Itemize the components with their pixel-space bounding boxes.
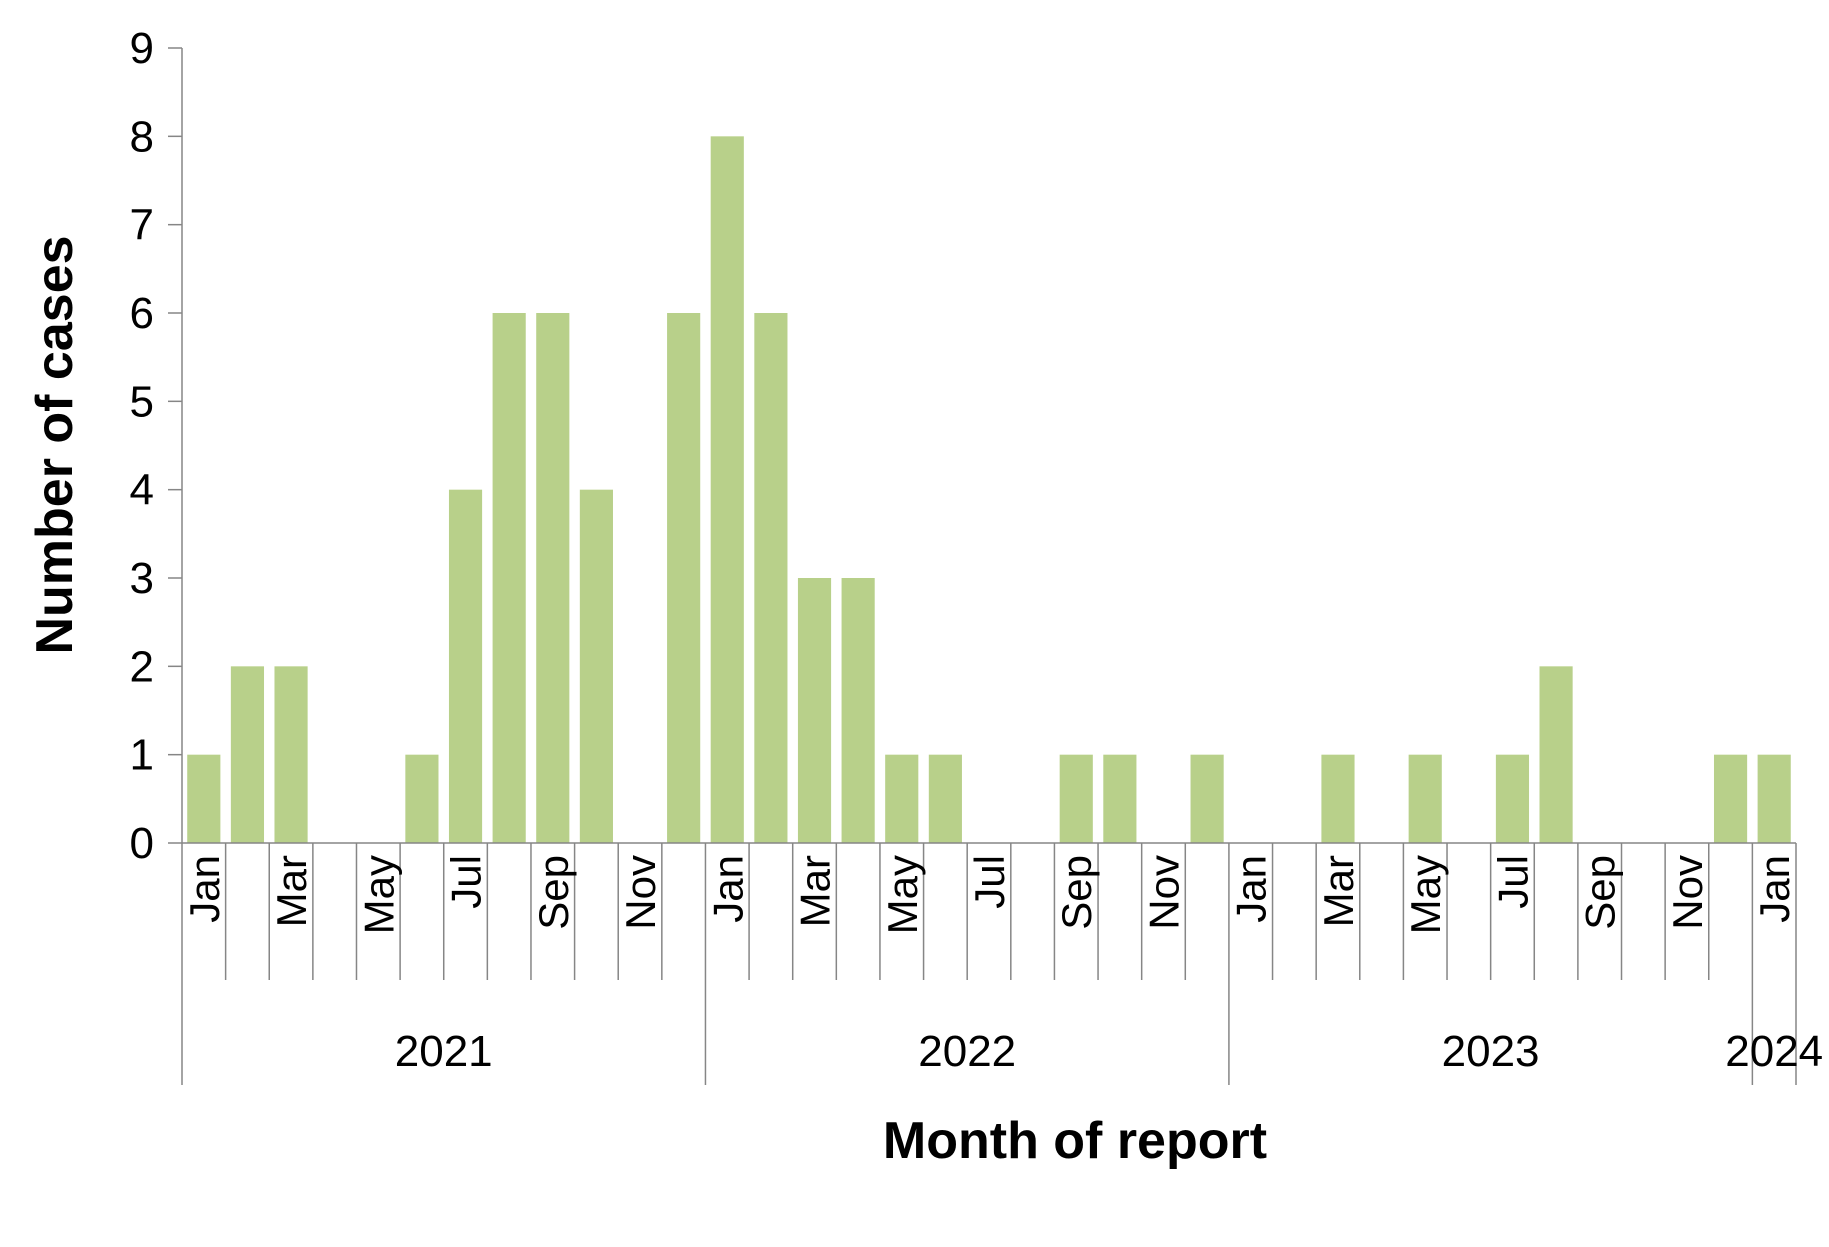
y-tick-label: 4 bbox=[130, 466, 154, 515]
x-month-label: Nov bbox=[1141, 855, 1188, 930]
x-month-label: May bbox=[355, 855, 402, 934]
x-month-label: May bbox=[1402, 855, 1449, 934]
y-tick-label: 8 bbox=[130, 112, 154, 161]
bar bbox=[1190, 754, 1224, 843]
x-month-label: Jan bbox=[1228, 855, 1275, 923]
x-year-label: 2022 bbox=[918, 1027, 1016, 1076]
bar bbox=[797, 578, 832, 843]
bar bbox=[1408, 754, 1442, 843]
bar bbox=[536, 313, 570, 843]
bar bbox=[274, 666, 308, 843]
bar bbox=[1321, 754, 1355, 843]
x-month-label: Nov bbox=[1664, 855, 1711, 930]
y-axis-title: Number of cases bbox=[26, 235, 84, 654]
x-month-label: Mar bbox=[1315, 855, 1362, 927]
bar bbox=[405, 754, 439, 843]
bar bbox=[841, 578, 875, 843]
x-axis: Jan Mar May Jul Sep Nov Jan Mar May Jul Sep Nov Jan M… bbox=[181, 842, 1823, 1085]
bar bbox=[1713, 754, 1748, 843]
y-tick-label: 9 bbox=[130, 24, 154, 73]
y-tick-label: 2 bbox=[130, 642, 154, 691]
bar bbox=[579, 489, 613, 843]
bar bbox=[1757, 754, 1791, 843]
y-tick-label: 5 bbox=[130, 377, 154, 426]
x-month-label: Jan bbox=[1751, 855, 1798, 923]
y-tick-label: 6 bbox=[130, 289, 154, 338]
x-month-label: Jan bbox=[181, 855, 228, 923]
bar bbox=[928, 754, 962, 843]
bar bbox=[885, 754, 919, 843]
x-month-label: Mar bbox=[268, 855, 315, 927]
bar bbox=[187, 754, 221, 843]
bar bbox=[1059, 754, 1093, 843]
x-axis-title: Month of report bbox=[883, 1112, 1267, 1170]
y-tick-label: 7 bbox=[130, 201, 154, 250]
x-month-label: Jan bbox=[704, 855, 751, 923]
bar bbox=[710, 136, 744, 843]
bar bbox=[1103, 754, 1137, 843]
x-year-label: 2023 bbox=[1442, 1027, 1540, 1076]
bar bbox=[667, 313, 701, 843]
y-axis: 0 1 2 3 4 5 6 7 8 9 bbox=[130, 24, 183, 868]
bar bbox=[754, 313, 788, 843]
bar bbox=[492, 313, 526, 843]
x-month-label: Nov bbox=[617, 855, 664, 930]
x-month-label: Sep bbox=[530, 855, 577, 930]
x-month-label: Jul bbox=[1490, 855, 1537, 909]
x-month-label: Mar bbox=[792, 855, 839, 927]
bar bbox=[1495, 754, 1530, 843]
y-tick-label: 1 bbox=[130, 731, 154, 780]
bar bbox=[230, 666, 265, 843]
bar bbox=[448, 489, 483, 843]
x-month-label: Jul bbox=[443, 855, 490, 909]
x-month-label: Jul bbox=[966, 855, 1013, 909]
bar bbox=[1539, 666, 1573, 843]
x-month-label: Sep bbox=[1053, 855, 1100, 930]
x-year-label: 2021 bbox=[395, 1027, 493, 1076]
x-month-label: Sep bbox=[1577, 855, 1624, 930]
x-year-label: 2024 bbox=[1725, 1027, 1823, 1076]
y-tick-label: 3 bbox=[130, 554, 154, 603]
bars bbox=[187, 136, 1791, 843]
y-tick-label: 0 bbox=[130, 819, 154, 868]
x-month-label: May bbox=[879, 855, 926, 934]
